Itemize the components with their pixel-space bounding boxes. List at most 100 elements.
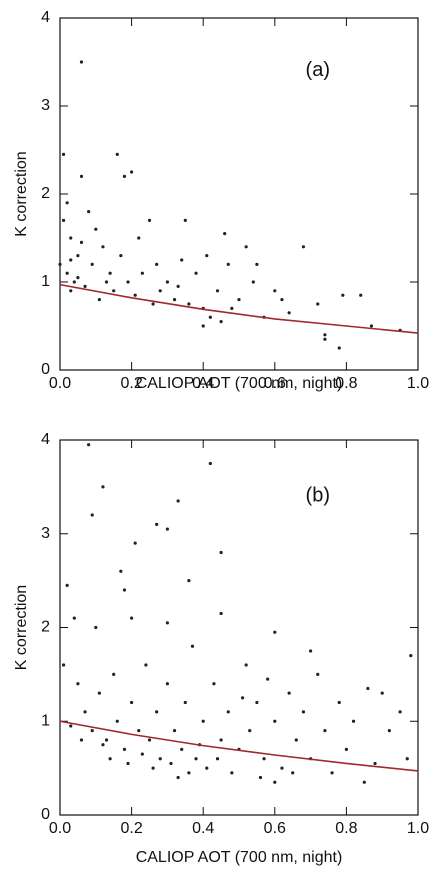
data-point	[183, 700, 187, 705]
data-point	[79, 60, 84, 64]
data-point	[251, 280, 255, 284]
data-point	[190, 644, 195, 648]
data-point	[337, 700, 341, 705]
x-tick-label: 0.2	[120, 820, 142, 837]
data-point	[158, 757, 162, 761]
data-point	[405, 757, 409, 761]
y-tick-label: 1	[41, 712, 50, 729]
data-point	[122, 747, 127, 751]
plot-frame	[59, 439, 419, 816]
data-point	[309, 649, 313, 653]
data-point	[323, 337, 327, 341]
data-point	[208, 315, 212, 319]
data-point	[115, 719, 119, 723]
data-point	[130, 700, 134, 705]
data-point	[176, 284, 180, 288]
data-point	[219, 738, 223, 742]
data-point	[130, 616, 134, 620]
data-point	[69, 724, 73, 728]
data-point	[337, 346, 341, 350]
data-point	[140, 271, 144, 275]
data-point	[280, 766, 284, 770]
data-point	[126, 761, 130, 766]
data-point	[176, 775, 180, 780]
data-point	[83, 710, 87, 714]
data-point	[409, 654, 413, 658]
data-point	[219, 320, 223, 324]
data-point	[201, 324, 205, 328]
data-point	[122, 588, 127, 592]
data-point	[266, 677, 270, 681]
data-point	[205, 254, 209, 258]
x-tick-label: 0.0	[49, 375, 71, 392]
data-point	[341, 293, 345, 297]
data-point	[90, 262, 94, 266]
data-point	[208, 461, 212, 466]
data-point	[76, 254, 80, 258]
data-point	[280, 298, 284, 302]
data-point	[301, 710, 306, 714]
data-point	[248, 729, 252, 733]
data-point	[273, 719, 277, 723]
plot-frame	[59, 17, 419, 371]
data-point	[130, 170, 134, 174]
data-point	[58, 262, 62, 266]
data-point	[119, 569, 123, 573]
data-point	[147, 218, 152, 222]
data-point	[165, 527, 169, 531]
data-point	[316, 672, 320, 676]
data-point	[344, 747, 348, 751]
data-point	[101, 245, 105, 249]
y-axis-label: K correction	[13, 585, 30, 670]
data-point	[151, 766, 155, 770]
data-point	[108, 757, 112, 761]
data-point	[294, 738, 298, 742]
y-tick-label: 1	[41, 273, 50, 290]
x-axis-label: CALIOP AOT (700 nm, night)	[136, 375, 343, 392]
data-point	[226, 262, 230, 266]
panel-label: (b)	[306, 485, 330, 507]
data-point	[87, 210, 91, 214]
data-point	[69, 258, 73, 262]
x-tick-label: 1.0	[407, 820, 429, 837]
x-tick-label: 0.8	[335, 375, 357, 392]
data-point	[72, 616, 76, 620]
data-point	[169, 761, 173, 766]
data-point	[273, 630, 277, 634]
data-point	[219, 611, 223, 616]
data-point	[65, 201, 69, 205]
data-point	[61, 218, 66, 222]
data-point	[140, 752, 144, 756]
data-point	[119, 254, 123, 258]
panel-label: (a)	[306, 59, 330, 81]
data-point	[61, 152, 66, 156]
data-point	[180, 258, 184, 262]
data-point	[194, 757, 198, 761]
data-point	[219, 550, 223, 555]
data-point	[230, 771, 234, 775]
y-tick-label: 0	[41, 806, 50, 823]
data-point	[61, 663, 66, 667]
data-point	[244, 245, 248, 249]
data-point	[258, 775, 263, 780]
data-point	[301, 245, 306, 249]
data-point	[380, 691, 384, 695]
data-point	[287, 691, 291, 695]
data-point	[201, 719, 205, 723]
data-point	[133, 293, 137, 297]
data-point	[158, 289, 162, 293]
data-point	[323, 333, 327, 337]
data-point	[72, 280, 76, 284]
x-tick-label: 1.0	[407, 375, 429, 392]
data-point	[273, 780, 277, 784]
data-point	[366, 686, 370, 691]
data-point	[155, 710, 159, 714]
data-point	[90, 513, 94, 517]
data-point	[215, 757, 220, 761]
data-point	[112, 289, 116, 293]
data-point	[262, 757, 266, 761]
data-point	[76, 276, 80, 280]
data-point	[291, 771, 295, 775]
fit-line	[59, 720, 419, 772]
